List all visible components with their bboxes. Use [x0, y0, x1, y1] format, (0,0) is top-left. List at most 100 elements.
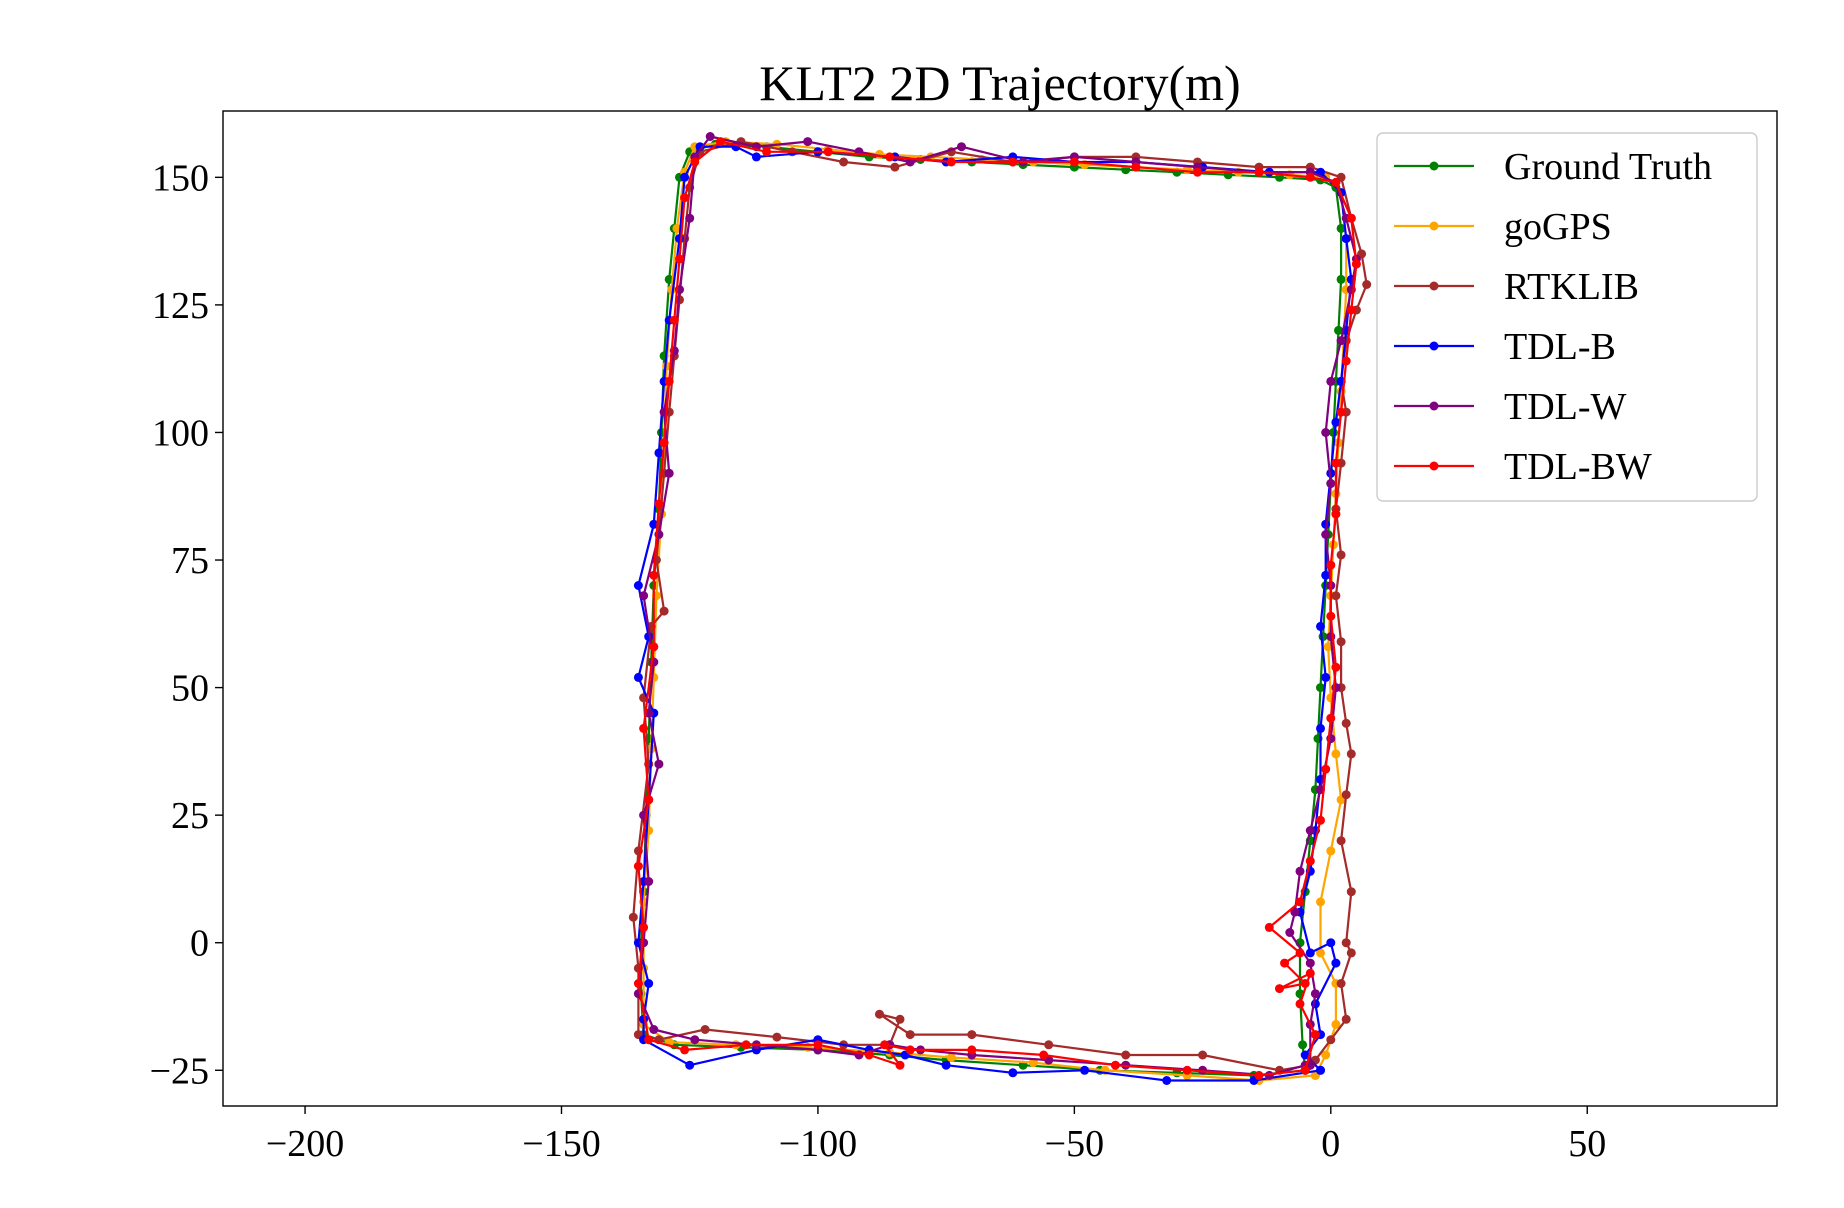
legend-marker-gogps — [1429, 221, 1439, 231]
point-tdl-w-28 — [705, 132, 715, 141]
point-rtklib-57 — [1341, 790, 1351, 800]
point-ground-truth-47 — [1318, 632, 1328, 642]
point-tdl-bw-42 — [1346, 305, 1356, 315]
point-tdl-bw-63 — [1300, 1065, 1310, 1075]
point-tdl-bw-31 — [885, 152, 895, 162]
point-tdl-b-13 — [644, 979, 654, 988]
point-tdl-w-48 — [1321, 530, 1331, 539]
point-tdl-bw-12 — [680, 1045, 690, 1055]
point-rtklib-11 — [772, 1032, 782, 1042]
x-tick-label: 0 — [1321, 1123, 1340, 1165]
point-tdl-b-61 — [1316, 1065, 1325, 1075]
point-tdl-bw-61 — [1295, 999, 1305, 1009]
point-tdl-bw-55 — [1264, 922, 1274, 932]
point-tdl-b-26 — [680, 172, 690, 182]
point-rtklib-2 — [1198, 1050, 1208, 1060]
y-tick-label: 100 — [152, 412, 209, 454]
point-tdl-b-57 — [1331, 958, 1341, 968]
point-tdl-bw-38 — [1305, 172, 1315, 182]
point-ground-truth-48 — [1316, 683, 1325, 693]
point-tdl-bw-28 — [716, 137, 725, 147]
legend-label-tdl-b: TDL-B — [1504, 326, 1616, 368]
point-gogps-51 — [1316, 897, 1325, 907]
point-rtklib-16 — [628, 912, 638, 922]
point-tdl-bw-34 — [1069, 157, 1079, 167]
point-tdl-bw-21 — [654, 499, 664, 509]
point-tdl-b-20 — [633, 581, 643, 590]
y-tick-label: 50 — [171, 668, 209, 710]
point-tdl-w-44 — [1336, 336, 1346, 346]
point-tdl-bw-17 — [644, 795, 654, 805]
legend-marker-rtklib — [1429, 281, 1439, 291]
point-rtklib-4 — [1044, 1040, 1054, 1050]
point-tdl-bw-48 — [1326, 611, 1336, 621]
x-tick-label: 50 — [1568, 1123, 1606, 1165]
point-tdl-w-45 — [1326, 376, 1336, 386]
point-tdl-b-48 — [1316, 621, 1325, 631]
point-tdl-bw-50 — [1326, 713, 1336, 723]
point-tdl-w-30 — [803, 137, 813, 147]
point-tdl-bw-1 — [1254, 1070, 1264, 1080]
point-tdl-bw-49 — [1331, 662, 1341, 672]
point-tdl-b-44 — [1331, 417, 1341, 427]
point-tdl-bw-25 — [675, 254, 684, 264]
point-tdl-b-22 — [654, 448, 664, 458]
point-rtklib-61 — [1346, 948, 1356, 958]
y-axis: −25 0 25 50 75 100 125 150 — [150, 157, 223, 1092]
point-tdl-bw-52 — [1316, 815, 1325, 825]
point-tdl-bw-58 — [1300, 979, 1310, 988]
point-tdl-w-47 — [1326, 479, 1336, 488]
point-tdl-bw-20 — [649, 570, 659, 580]
point-tdl-bw-45 — [1331, 458, 1341, 468]
point-tdl-bw-2 — [1182, 1065, 1192, 1075]
legend-marker-tdl-b — [1429, 341, 1439, 351]
point-gogps-5 — [946, 1053, 956, 1062]
point-tdl-b-3 — [1080, 1065, 1090, 1075]
point-tdl-w-56 — [1290, 907, 1300, 917]
point-gogps-46 — [1323, 642, 1333, 652]
point-rtklib-58 — [1336, 836, 1346, 846]
point-gogps-48 — [1331, 749, 1341, 759]
point-tdl-bw-19 — [649, 642, 659, 652]
point-rtklib-55 — [1341, 718, 1351, 728]
point-tdl-b-49 — [1321, 672, 1331, 682]
point-tdl-bw-7 — [880, 1040, 890, 1050]
point-tdl-w-26 — [685, 213, 695, 223]
point-rtklib-63 — [1341, 1014, 1351, 1024]
plot-frame — [222, 110, 1778, 1107]
point-tdl-bw-56 — [1295, 948, 1305, 958]
point-rtklib-62 — [1336, 979, 1346, 988]
point-ground-truth-55 — [1298, 1040, 1308, 1050]
point-tdl-bw-46 — [1331, 509, 1341, 519]
x-axis: −200 −150 −100 −50 0 50 — [266, 1106, 1606, 1165]
point-tdl-w-58 — [1305, 958, 1315, 968]
point-tdl-bw-14 — [633, 979, 643, 988]
point-tdl-b-55 — [1305, 948, 1315, 958]
point-tdl-b-50 — [1316, 723, 1325, 733]
point-rtklib-8 — [895, 1014, 905, 1024]
point-tdl-b-21 — [649, 519, 659, 529]
point-tdl-b-4 — [1008, 1068, 1018, 1078]
point-rtklib-6 — [905, 1030, 915, 1040]
point-tdl-b-60 — [1300, 1050, 1310, 1060]
point-tdl-bw-3 — [1110, 1060, 1120, 1070]
point-rtklib-59 — [1346, 887, 1356, 897]
point-rtklib-44 — [1362, 280, 1372, 289]
point-tdl-bw-16 — [633, 861, 643, 871]
point-tdl-bw-23 — [664, 376, 674, 386]
point-tdl-b-2 — [1162, 1076, 1172, 1085]
point-rtklib-7 — [875, 1009, 884, 1019]
x-tick-label: −150 — [522, 1123, 600, 1165]
point-tdl-bw-57 — [1280, 958, 1290, 968]
legend-marker-tdl-w — [1429, 401, 1439, 411]
point-tdl-bw-10 — [813, 1040, 823, 1050]
point-tdl-bw-36 — [1193, 167, 1202, 177]
point-tdl-bw-11 — [741, 1040, 751, 1050]
point-tdl-w-59 — [1310, 989, 1320, 999]
point-rtklib-52 — [1331, 591, 1341, 601]
point-tdl-w-20 — [639, 591, 649, 601]
point-tdl-bw-43 — [1341, 356, 1351, 366]
point-tdl-bw-9 — [864, 1050, 874, 1060]
point-rtklib-51 — [1336, 550, 1346, 560]
point-rtklib-53 — [1336, 637, 1346, 647]
